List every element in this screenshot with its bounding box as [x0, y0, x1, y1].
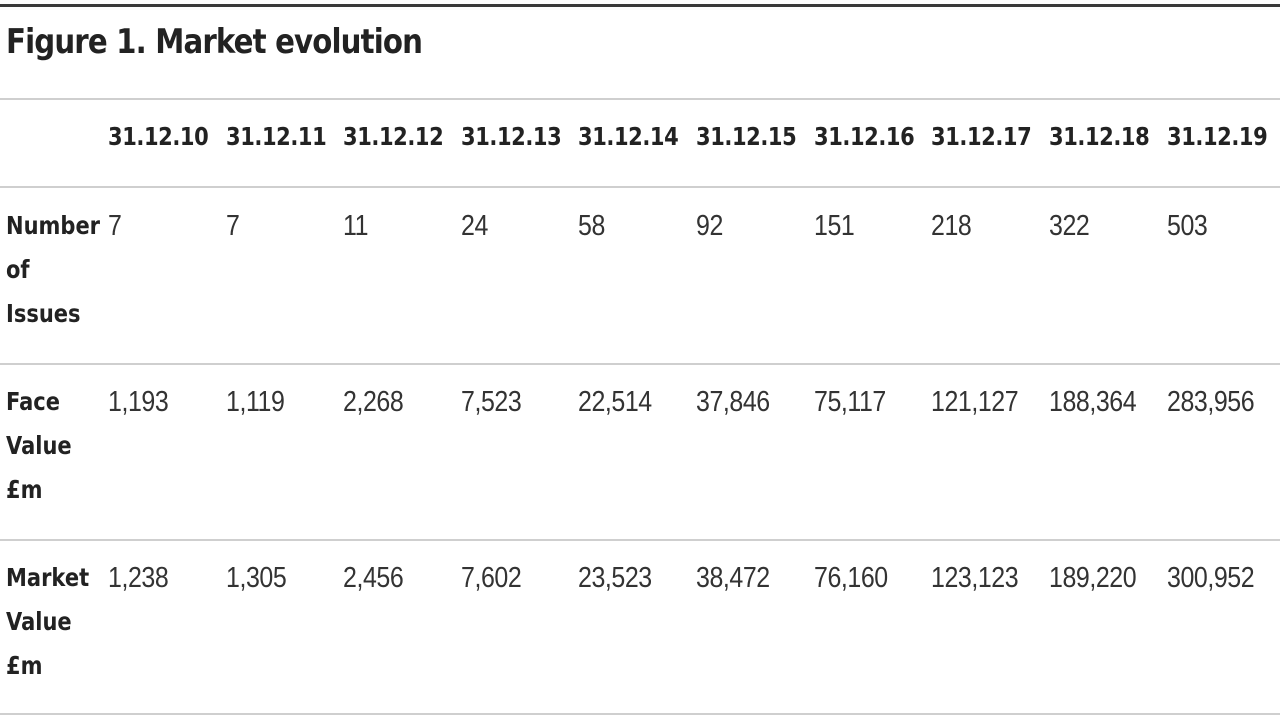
table-cell: 58 — [578, 210, 605, 242]
row-label: Market Value £m — [6, 563, 90, 680]
table-title: Figure 1. Market evolution — [6, 22, 423, 62]
table-cell: 503 — [1167, 210, 1208, 242]
table-cell: 1,193 — [108, 386, 169, 418]
table-cell: 37,846 — [696, 386, 770, 418]
column-header: 31.12.11 — [226, 122, 327, 151]
table-cell: 189,220 — [1049, 562, 1137, 594]
table-cell: 322 — [1049, 210, 1090, 242]
row-label: Number of Issues — [6, 211, 101, 328]
table-cell: 1,305 — [226, 562, 287, 594]
table-cell: 7 — [108, 210, 122, 242]
column-header: 31.12.14 — [578, 122, 679, 151]
column-header: 31.12.15 — [696, 122, 797, 151]
row-divider — [0, 363, 1280, 365]
table-cell: 1,119 — [226, 386, 285, 418]
table-cell: 121,127 — [931, 386, 1019, 418]
table-cell: 300,952 — [1167, 562, 1255, 594]
table-cell: 7 — [226, 210, 240, 242]
column-header: 31.12.12 — [343, 122, 444, 151]
table-cell: 24 — [461, 210, 488, 242]
table-cell: 75,117 — [814, 386, 886, 418]
row-divider — [0, 539, 1280, 541]
table-cell: 76,160 — [814, 562, 888, 594]
table-cell: 11 — [343, 210, 369, 242]
table-cell: 218 — [931, 210, 972, 242]
row-label: Face Value £m — [6, 387, 72, 504]
row-divider — [0, 186, 1280, 188]
top-rule — [0, 4, 1280, 7]
table-cell: 2,456 — [343, 562, 404, 594]
column-header: 31.12.19 — [1167, 122, 1268, 151]
column-header: 31.12.16 — [814, 122, 915, 151]
table-cell: 23,523 — [578, 562, 652, 594]
column-header: 31.12.10 — [108, 122, 209, 151]
table-cell: 123,123 — [931, 562, 1019, 594]
table-cell: 283,956 — [1167, 386, 1255, 418]
table-cell: 7,602 — [461, 562, 522, 594]
row-divider — [0, 98, 1280, 100]
column-header: 31.12.18 — [1049, 122, 1150, 151]
column-header: 31.12.17 — [931, 122, 1032, 151]
table-cell: 92 — [696, 210, 723, 242]
table-cell: 38,472 — [696, 562, 770, 594]
table-cell: 7,523 — [461, 386, 522, 418]
column-header: 31.12.13 — [461, 122, 562, 151]
table-cell: 2,268 — [343, 386, 404, 418]
table-cell: 1,238 — [108, 562, 169, 594]
row-divider — [0, 713, 1280, 715]
table-cell: 22,514 — [578, 386, 652, 418]
table-cell: 151 — [814, 210, 855, 242]
table-cell: 188,364 — [1049, 386, 1137, 418]
